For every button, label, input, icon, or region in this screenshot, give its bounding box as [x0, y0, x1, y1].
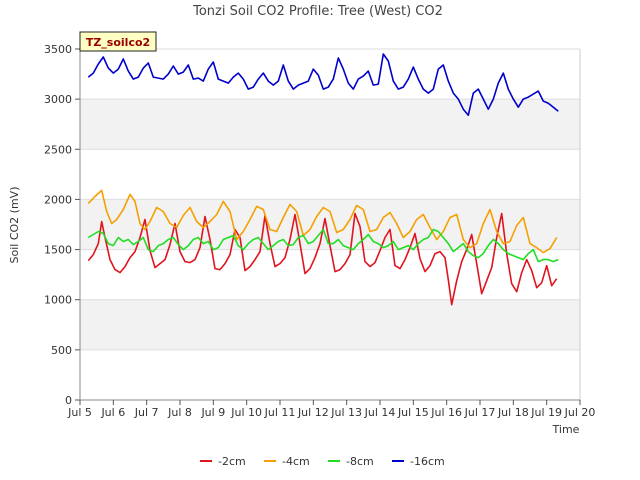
legend: -2cm -4cm -8cm -16cm: [200, 455, 445, 468]
series-line-4cm: [87, 189, 558, 254]
x-tick-label: Jul 20: [564, 406, 596, 419]
badge-box: [79, 31, 157, 52]
x-tick-label: Jul 6: [100, 406, 125, 419]
y-tick-label: 2000: [44, 193, 72, 206]
grid-band: [80, 99, 580, 150]
series-lines: [87, 53, 559, 306]
x-tick-label: Jul 5: [67, 406, 92, 419]
x-axis: Jul 5 Jul 6 Jul 7 Jul 8 Jul 9 Jul 10 Jul 11 Jul…: [67, 399, 596, 419]
x-tick-label: Jul 7: [134, 406, 159, 419]
x-tick-label: Jul 19: [530, 406, 562, 419]
x-tick-label: Jul 10: [230, 406, 262, 419]
series-line-8cm: [87, 228, 559, 263]
grid-band: [80, 299, 580, 350]
x-tick-label: Jul 16: [430, 406, 462, 419]
x-tick-label: Jul 13: [330, 406, 362, 419]
y-tick-label: 1500: [44, 244, 72, 257]
y-tick-label: 1000: [44, 294, 72, 307]
y-tick-label: 2500: [44, 143, 72, 156]
x-tick-label: Jul 17: [464, 406, 496, 419]
x-axis-label: Time: [552, 423, 580, 436]
legend-label: -4cm: [282, 455, 310, 468]
y-tick-label: 3500: [44, 43, 72, 56]
chart-title: Tonzi Soil CO2 Profile: Tree (West) CO2: [192, 4, 443, 19]
y-tick-label: 500: [51, 344, 72, 357]
y-tick-label: 0: [65, 394, 72, 407]
y-axis: 0 500 1000 1500 2000 2500 3000 3500: [44, 43, 581, 407]
x-tick-label: Jul 18: [497, 406, 529, 419]
x-tick-label: Jul 14: [364, 406, 396, 419]
x-tick-label: Jul 9: [200, 406, 225, 419]
x-tick-label: Jul 11: [264, 406, 296, 419]
x-tick-label: Jul 15: [397, 406, 429, 419]
badge-label: TZ_soilco2: [86, 36, 150, 49]
y-tick-label: 3000: [44, 93, 72, 106]
badge: TZ_soilco2: [79, 31, 157, 52]
legend-label: -16cm: [410, 455, 445, 468]
grid-lines: [80, 48, 580, 401]
plot-area: [80, 49, 580, 400]
x-tick-label: Jul 8: [167, 406, 192, 419]
y-axis-label: Soil CO2 (mV): [8, 187, 21, 264]
series-line-16cm: [87, 53, 559, 116]
legend-label: -8cm: [346, 455, 374, 468]
legend-label: -2cm: [218, 455, 246, 468]
x-tick-label: Jul 12: [297, 406, 329, 419]
